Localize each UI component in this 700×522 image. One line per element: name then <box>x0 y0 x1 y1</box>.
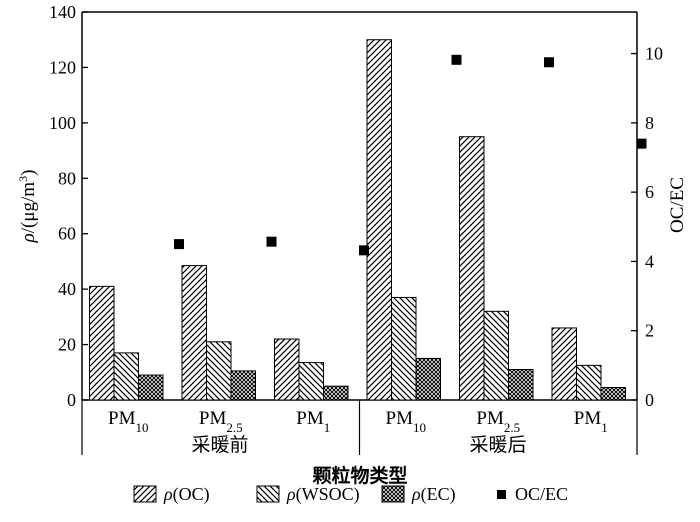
legend-swatch-oc <box>133 485 157 503</box>
category-label: PM1 <box>296 408 330 435</box>
ocec-marker-5 <box>636 138 647 149</box>
bar-oc-5 <box>551 327 577 401</box>
y-axis-title-close: ) <box>18 170 39 176</box>
y2-axis-title: OC/EC <box>667 177 688 233</box>
bar-wsoc-5 <box>576 364 602 401</box>
category-label: PM10 <box>108 408 148 435</box>
bar-wsoc-0 <box>113 352 139 401</box>
legend-label-wsoc: ρ(WSOC) <box>286 484 360 505</box>
y-tick-label: 40 <box>58 279 76 299</box>
bar-ec-4 <box>508 369 534 401</box>
y-axis-title-rho: ρ <box>18 233 39 243</box>
ocec-marker-1 <box>266 236 277 247</box>
bar-oc-2 <box>274 338 300 401</box>
category-labels: PM10 PM2.5 PM1 PM10 PM2.5 PM1 <box>108 408 608 435</box>
bar-oc-0 <box>89 285 115 401</box>
legend-marker-ocec <box>497 490 506 499</box>
x-axis-title: 颗粒物类型 <box>312 464 407 487</box>
legend-label-ocec: OC/EC <box>515 484 568 504</box>
legend-label-oc: ρ(OC) <box>163 484 210 505</box>
y2-tick-label: 6 <box>645 182 654 202</box>
bar-ec-2 <box>323 385 349 401</box>
category-label: PM2.5 <box>199 408 243 435</box>
y-tick-label: 120 <box>49 57 76 77</box>
legend-swatch-wsoc <box>256 485 280 503</box>
bar-wsoc-3 <box>391 296 417 401</box>
plot-frame <box>81 11 638 455</box>
ocec-marker-4 <box>544 57 554 68</box>
legend-label-ec: ρ(EC) <box>411 484 456 505</box>
bar-oc-4 <box>459 136 485 401</box>
y-axis-title: ρ/(μg/m3) <box>16 170 39 244</box>
legend-swatch-ec <box>381 485 405 503</box>
left-axis-ticks: 0 20 40 60 80 100 120 140 <box>49 2 88 410</box>
bar-ec-0 <box>138 374 164 401</box>
group-label-after: 采暖后 <box>469 434 526 456</box>
category-label: PM10 <box>386 408 426 435</box>
bar-ec-3 <box>415 357 441 401</box>
bar-ec-1 <box>230 370 256 401</box>
bar-wsoc-2 <box>298 362 324 401</box>
legend: ρ(OC) ρ(WSOC) ρ(EC) OC/EC <box>133 484 568 505</box>
category-label: PM1 <box>574 408 608 435</box>
right-axis-ticks: 0 2 4 6 8 10 <box>631 44 663 410</box>
bar-ec-5 <box>600 387 626 401</box>
y-tick-label: 0 <box>67 390 76 410</box>
ocec-marker-3 <box>451 54 462 65</box>
bars-layer <box>89 39 626 401</box>
y-axis-title-sup: 3 <box>16 176 30 182</box>
y2-tick-label: 8 <box>645 113 654 133</box>
y-tick-label: 80 <box>58 168 76 188</box>
y2-tick-label: 10 <box>645 44 663 64</box>
bar-oc-1 <box>181 265 207 401</box>
bar-wsoc-1 <box>206 341 232 401</box>
ocec-marker-0 <box>174 239 184 250</box>
y2-tick-label: 2 <box>645 321 654 341</box>
y-tick-label: 20 <box>58 335 76 355</box>
y-tick-label: 60 <box>58 224 76 244</box>
group-label-before: 采暖前 <box>191 434 248 456</box>
y-tick-label: 100 <box>49 113 76 133</box>
y2-tick-label: 0 <box>645 390 654 410</box>
ocec-marker-2 <box>359 245 369 256</box>
category-label: PM2.5 <box>476 408 520 435</box>
bar-oc-3 <box>366 39 392 401</box>
y2-tick-label: 4 <box>645 251 654 271</box>
markers-layer <box>174 54 647 256</box>
y-axis-title-unit: /(μg/m <box>18 182 39 234</box>
y-tick-label: 140 <box>49 2 76 22</box>
bar-wsoc-4 <box>483 310 509 401</box>
